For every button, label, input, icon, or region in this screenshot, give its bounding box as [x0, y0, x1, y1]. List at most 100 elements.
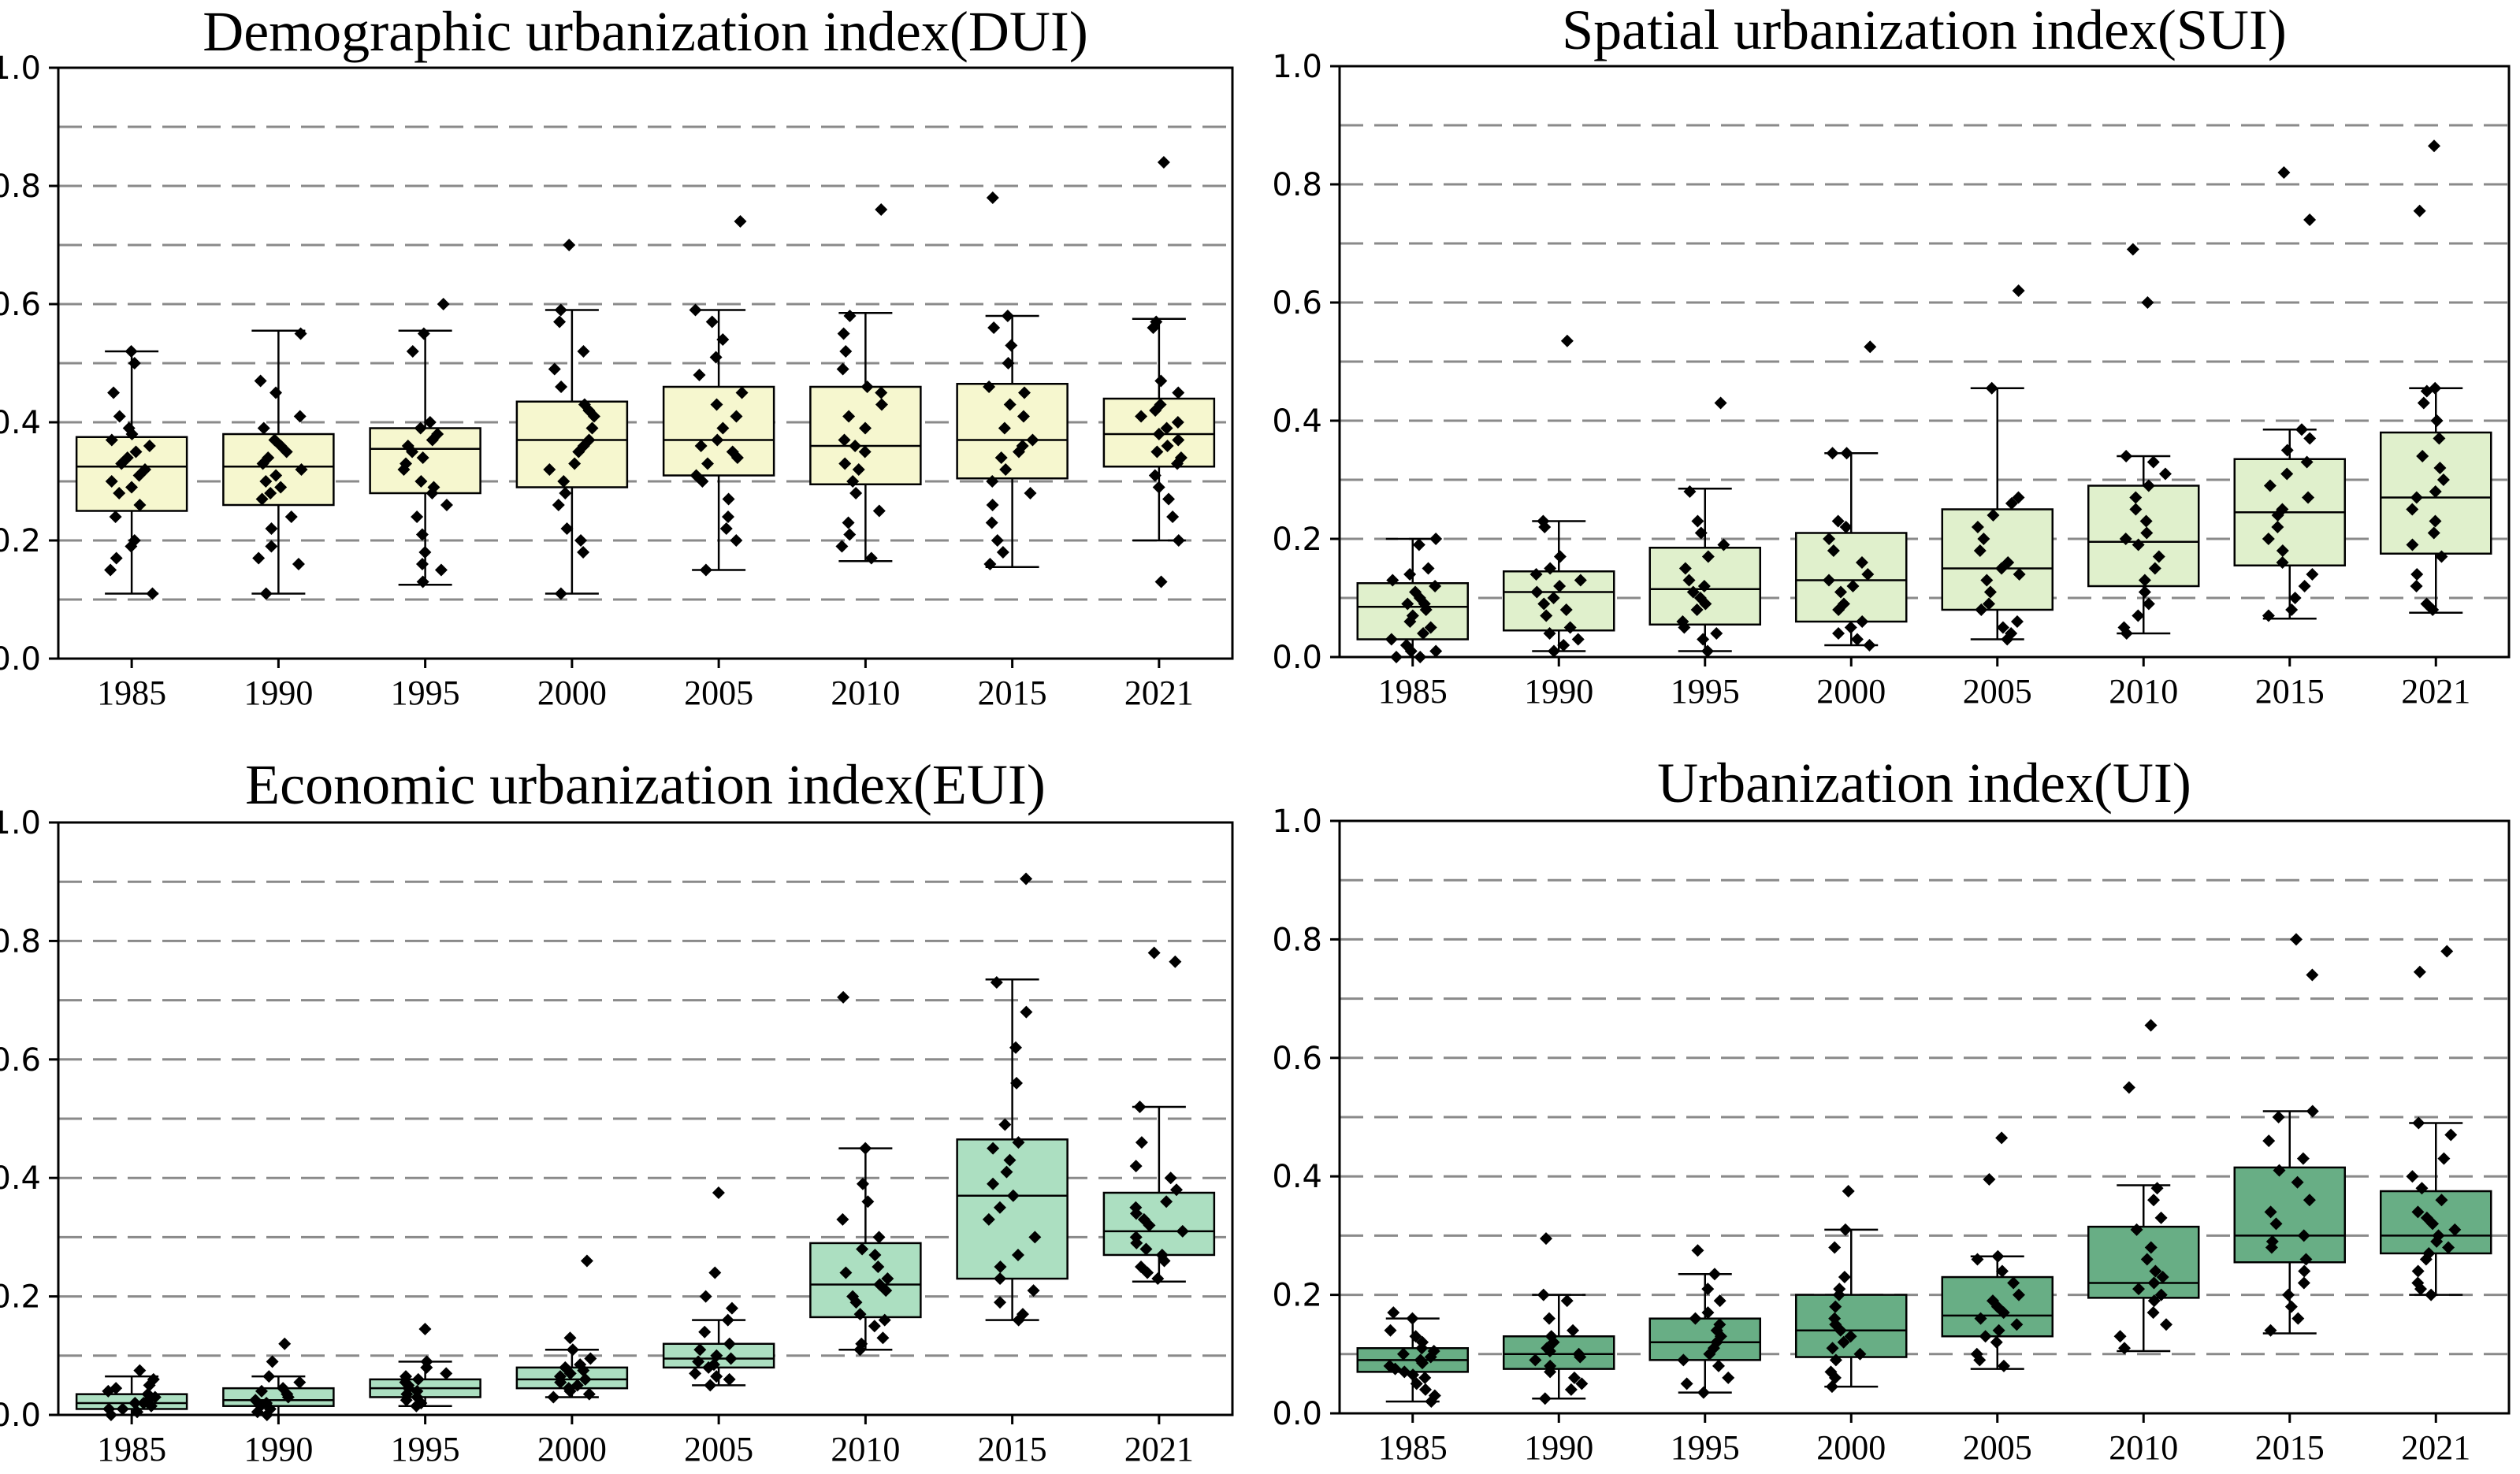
- data-point: [2410, 580, 2423, 592]
- data-point: [423, 416, 437, 429]
- data-point: [1992, 1324, 2005, 1337]
- data-point: [1012, 1136, 1025, 1149]
- y-tick-label: 0.6: [1272, 1041, 1322, 1077]
- data-point: [102, 1384, 115, 1398]
- data-point: [1823, 533, 1836, 545]
- iqr-box: [1503, 570, 1615, 632]
- data-point: [1152, 428, 1165, 440]
- data-point: [2262, 1134, 2276, 1148]
- data-point: [875, 386, 888, 399]
- x-tick-label: 2000: [1816, 672, 1886, 711]
- data-point: [547, 1390, 560, 1404]
- data-point: [2297, 1229, 2310, 1242]
- data-point: [2296, 1152, 2310, 1165]
- data-point: [129, 445, 143, 459]
- urbanization-index-title: Urbanization index(UI): [1657, 752, 2191, 815]
- data-point: [2306, 568, 2319, 581]
- data-point: [1829, 1353, 1842, 1367]
- data-point: [701, 457, 714, 470]
- data-point: [1133, 1100, 1147, 1113]
- data-point: [1826, 447, 1839, 460]
- x-tick-label: 2021: [1124, 1430, 1194, 1468]
- data-point: [1553, 580, 1567, 592]
- data-point: [721, 1313, 734, 1327]
- economic-urbanization-index-plot-frame: [57, 821, 1234, 1416]
- y-tick-label: 0.8: [1272, 167, 1322, 203]
- data-point: [1971, 521, 1984, 533]
- y-tick-label: 0.6: [0, 1042, 41, 1079]
- data-point: [1160, 421, 1173, 435]
- iqr-box: [956, 383, 1069, 480]
- data-point: [1148, 469, 1162, 482]
- data-point: [875, 203, 888, 216]
- data-point: [1855, 556, 1868, 569]
- economic-urbanization-index-panel: Economic urbanization index(EUI) 0.0 0.2 0.…: [0, 753, 1234, 1468]
- data-point: [1147, 321, 1160, 334]
- box-2005: [662, 215, 775, 577]
- y-tick-label: 0.8: [0, 923, 41, 960]
- box-2015: [2233, 933, 2346, 1337]
- data-point: [554, 1376, 567, 1389]
- data-point: [725, 1301, 738, 1315]
- data-point: [434, 563, 448, 577]
- data-point: [1990, 1335, 2003, 1349]
- data-point: [548, 362, 561, 376]
- data-point: [577, 546, 590, 559]
- data-point: [1686, 585, 1700, 599]
- box-2021: [1102, 156, 1216, 588]
- data-point: [1694, 526, 1708, 540]
- data-point: [699, 563, 712, 577]
- data-point: [2140, 1253, 2154, 1266]
- data-point: [555, 381, 568, 393]
- data-point: [719, 522, 733, 535]
- box-2021: [1102, 946, 1216, 1286]
- data-point: [1834, 585, 1847, 599]
- data-point: [1543, 627, 1556, 640]
- data-point: [1856, 615, 1869, 628]
- data-point: [994, 1261, 1007, 1273]
- box-2005: [1941, 284, 2054, 646]
- data-point: [2147, 1276, 2161, 1290]
- data-point: [2113, 1330, 2127, 1343]
- iqr-box: [515, 400, 629, 488]
- data-point: [254, 374, 267, 388]
- data-point: [1139, 1242, 1153, 1256]
- data-point: [1559, 603, 1573, 616]
- data-point: [1157, 156, 1170, 169]
- x-tick-label: 2021: [2401, 672, 2470, 711]
- data-point: [2414, 1283, 2428, 1296]
- box-1995: [1648, 1244, 1761, 1399]
- data-point: [2413, 204, 2426, 217]
- data-point: [2012, 491, 2025, 504]
- data-point: [113, 487, 126, 499]
- iqr-box: [1503, 1335, 1615, 1370]
- data-point: [1828, 1241, 1842, 1254]
- data-point: [1690, 603, 1704, 616]
- data-point: [1560, 334, 1574, 347]
- data-point: [2012, 1288, 2025, 1301]
- x-tick-label: 2005: [1963, 1428, 2032, 1467]
- data-point: [2413, 965, 2426, 978]
- data-point: [994, 1272, 1007, 1286]
- data-point: [128, 357, 141, 369]
- data-point: [868, 1320, 881, 1333]
- data-point: [876, 1331, 890, 1345]
- data-point: [1574, 1350, 1587, 1364]
- data-point: [998, 421, 1011, 435]
- data-point: [1147, 946, 1161, 960]
- data-point: [1980, 574, 1994, 587]
- x-tick-label: 1995: [1671, 672, 1740, 711]
- data-point: [990, 976, 1003, 989]
- data-point: [1130, 1236, 1143, 1249]
- data-point: [1826, 1342, 1839, 1355]
- data-point: [440, 1367, 453, 1380]
- data-point: [1529, 568, 1543, 581]
- x-tick-label: 1985: [97, 674, 166, 712]
- data-point: [1831, 514, 1845, 528]
- data-point: [295, 463, 308, 476]
- data-point: [1018, 386, 1031, 399]
- data-point: [1547, 644, 1560, 658]
- data-point: [2013, 568, 2026, 581]
- data-point: [712, 1186, 725, 1199]
- data-point: [1567, 1371, 1581, 1384]
